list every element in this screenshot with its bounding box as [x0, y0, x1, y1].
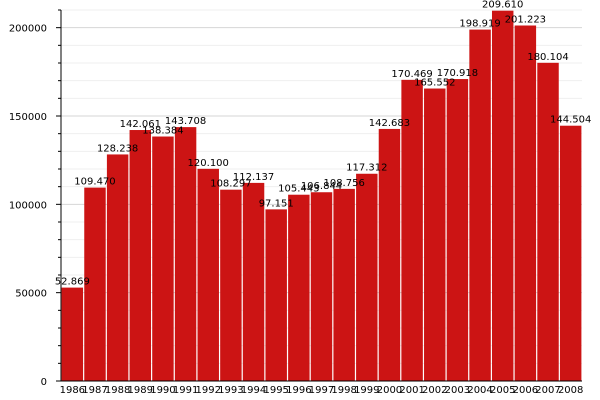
bar-2007	[537, 62, 559, 382]
bar-1993	[220, 189, 242, 381]
y-tick-label: 0	[41, 377, 47, 388]
data-label: 109.470	[74, 177, 115, 188]
bar-1999	[356, 173, 378, 381]
data-label: 144.504	[550, 115, 591, 126]
x-tick-label: 1994	[241, 385, 266, 396]
data-label: 112.137	[233, 172, 274, 183]
bar-2000	[378, 128, 401, 381]
bar-1989	[129, 130, 152, 381]
data-label: 201.223	[505, 15, 546, 26]
data-label: 108.297	[210, 179, 251, 190]
x-tick-label: 2006	[513, 385, 538, 396]
bar-1991	[174, 127, 197, 381]
bar-1988	[106, 154, 129, 381]
data-label: 120.100	[188, 158, 229, 169]
x-tick-label: 2001	[399, 385, 424, 396]
x-tick-label: 1993	[218, 385, 243, 396]
x-tick-label: 1988	[105, 385, 130, 396]
bar-2005	[491, 10, 514, 382]
axes	[56, 9, 582, 382]
x-tick-label: 1991	[173, 385, 198, 396]
data-label: 143.708	[165, 116, 206, 127]
data-label: 108.756	[323, 178, 364, 189]
data-label: 170.918	[437, 68, 478, 79]
x-tick-label: 1989	[128, 385, 153, 396]
x-tick-label: 1992	[196, 385, 221, 396]
data-labels: 52.869 109.470 128.238 142.061138.384143.70…	[55, 0, 592, 288]
x-tick-label: 2005	[490, 385, 515, 396]
bar-1994	[242, 182, 265, 381]
data-label: 97.151	[259, 198, 294, 209]
y-tick-label: 50000	[15, 289, 47, 300]
x-tick-label: 1986	[60, 385, 85, 396]
y-tick-label: 150000	[9, 112, 47, 123]
bar-2002	[424, 88, 446, 381]
bar-1987	[84, 187, 106, 381]
x-tick-label: 2007	[535, 385, 560, 396]
bar-2006	[514, 25, 537, 381]
data-label: 117.312	[346, 163, 387, 174]
bar-1986	[61, 287, 84, 381]
y-tick-label: 200000	[9, 24, 47, 35]
bar-1997	[310, 192, 333, 381]
bar-2008	[559, 125, 582, 382]
x-tick-label: 1996	[286, 385, 311, 396]
bar-2003	[446, 79, 469, 382]
x-tick-label: 1998	[331, 385, 356, 396]
data-label: 128.238	[97, 143, 138, 154]
data-label: 209.610	[482, 0, 523, 11]
data-label: 198.919	[459, 19, 500, 30]
data-label: 138.384	[142, 126, 183, 137]
y-tick-label: 100000	[9, 200, 47, 211]
x-tick-label: 1997	[309, 385, 334, 396]
bar-1990	[152, 136, 174, 381]
data-label: 52.869	[55, 277, 90, 288]
y-tick-labels: 0 50000 100000 150000 200000	[9, 24, 47, 388]
data-label: 170.469	[391, 69, 432, 80]
bars	[61, 10, 582, 382]
x-tick-label: 1987	[82, 385, 107, 396]
x-tick-labels: 1986198719881989199019911992199319941995…	[60, 385, 584, 396]
bar-2001	[401, 79, 423, 381]
data-label: 165.552	[414, 78, 455, 89]
bar-1995	[265, 209, 287, 381]
data-label: 180.104	[527, 52, 568, 63]
bar-2004	[469, 29, 491, 381]
x-tick-label: 2002	[422, 385, 447, 396]
data-label: 106.844	[301, 181, 342, 192]
x-tick-label: 2000	[377, 385, 402, 396]
x-tick-label: 2004	[467, 385, 492, 396]
x-tick-label: 1995	[263, 385, 288, 396]
x-tick-label: 2008	[558, 385, 583, 396]
data-label: 142.061	[120, 119, 161, 130]
bar-1998	[333, 188, 355, 381]
data-label: 105.443	[278, 184, 319, 195]
data-label: 142.683	[369, 118, 410, 129]
x-tick-label: 1990	[150, 385, 175, 396]
x-tick-label: 1999	[354, 385, 379, 396]
bar-1996	[288, 194, 310, 381]
x-tick-label: 2003	[445, 385, 470, 396]
bar-1992	[197, 168, 219, 381]
